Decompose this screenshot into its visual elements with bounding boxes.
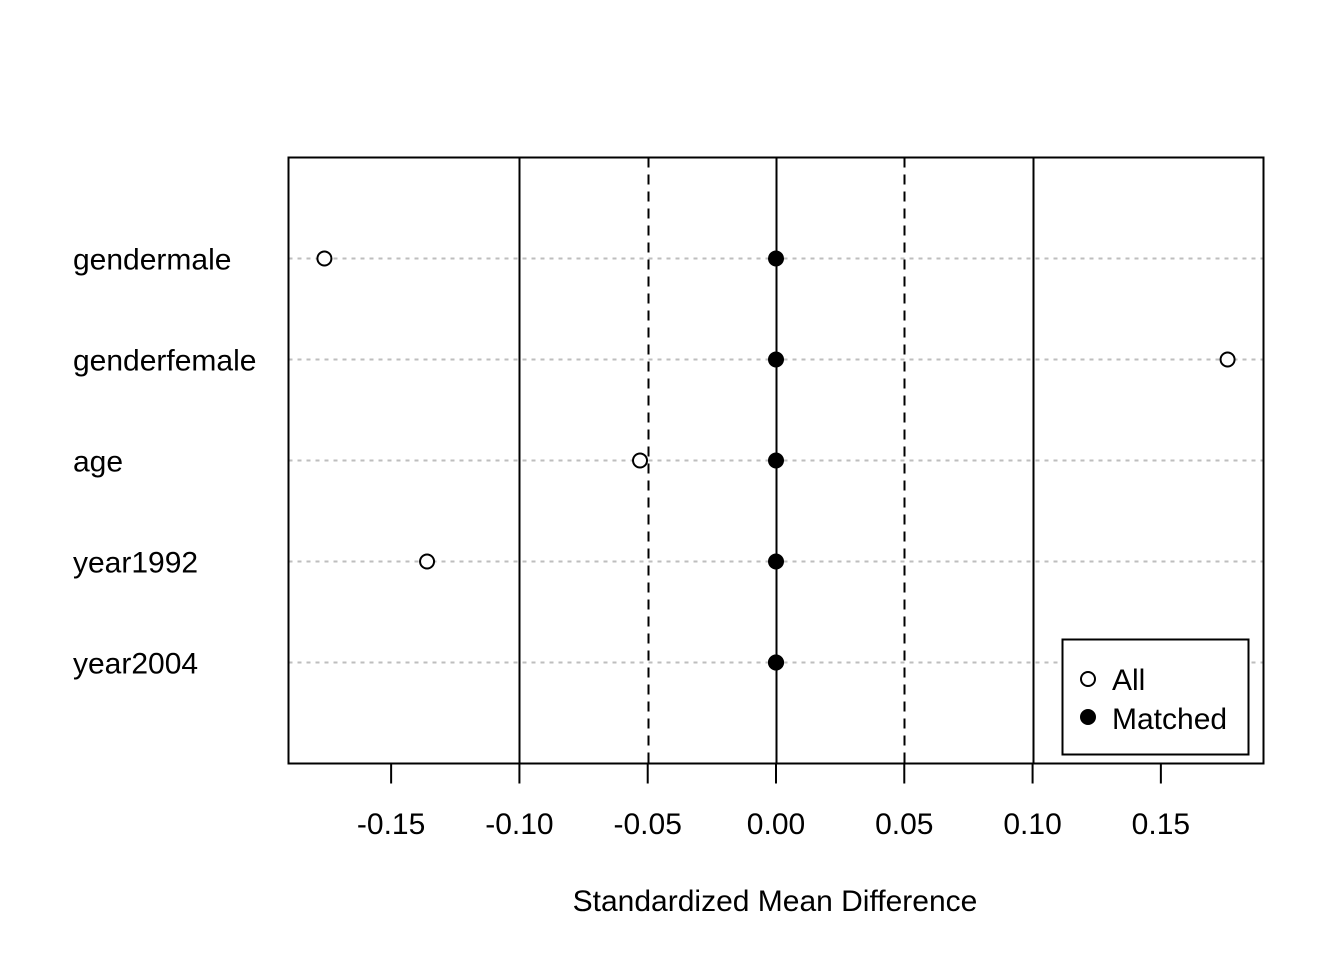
x-tick-label-0.05: 0.05 xyxy=(875,808,933,841)
legend: All Matched xyxy=(1061,638,1250,756)
point-matched-gendermale xyxy=(768,250,784,267)
x-tick-label--0.15: -0.15 xyxy=(357,808,425,841)
x-axis-title: Standardized Mean Difference xyxy=(573,885,978,918)
point-all-gendermale xyxy=(316,250,333,267)
legend-label-all: All xyxy=(1112,664,1145,697)
x-tick-label--0.05: -0.05 xyxy=(614,808,682,841)
x-tick-label-0: 0.00 xyxy=(747,808,805,841)
y-label-gendermale: gendermale xyxy=(73,244,231,277)
legend-marker-all xyxy=(1080,671,1096,687)
y-label-age: age xyxy=(73,446,123,479)
x-tick-label-0.1: 0.10 xyxy=(1003,808,1061,841)
legend-box xyxy=(1061,638,1250,756)
point-matched-year1992 xyxy=(768,553,784,570)
x-tick-label--0.1: -0.10 xyxy=(485,808,553,841)
y-label-year1992: year1992 xyxy=(73,547,198,580)
y-axis-labels: gendermale genderfemale age year1992 year200… xyxy=(73,244,256,681)
x-tick-label-0.15: 0.15 xyxy=(1132,808,1190,841)
point-all-genderfemale xyxy=(1219,351,1236,368)
point-matched-year2004 xyxy=(768,654,784,671)
data-points xyxy=(316,250,1236,671)
y-label-genderfemale: genderfemale xyxy=(73,345,256,378)
x-axis: -0.15 -0.10 -0.05 0.00 0.05 0.10 0.15 xyxy=(357,762,1190,841)
y-label-year2004: year2004 xyxy=(73,648,198,681)
point-all-year1992 xyxy=(419,553,436,570)
point-matched-genderfemale xyxy=(768,351,784,368)
point-all-age xyxy=(632,452,649,469)
legend-label-matched: Matched xyxy=(1112,703,1227,736)
point-matched-age xyxy=(768,452,784,469)
legend-marker-matched xyxy=(1080,709,1096,725)
